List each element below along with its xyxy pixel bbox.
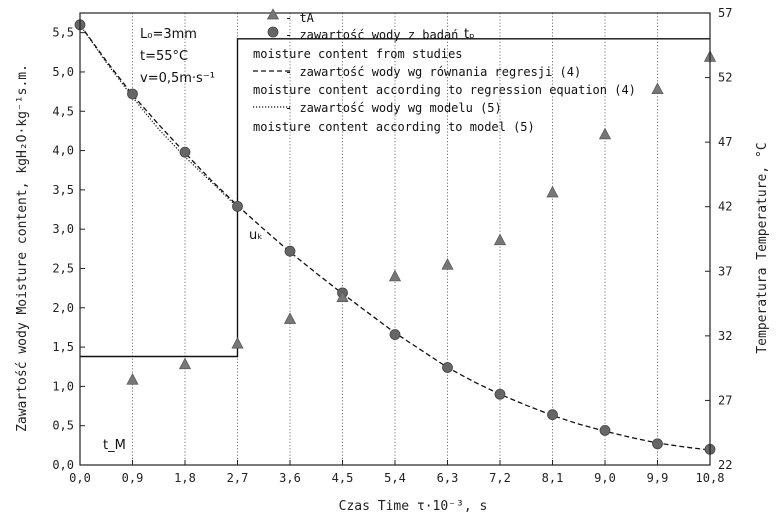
legend-label: - zawartość wody z badań xyxy=(285,28,458,42)
y-right-axis-ticks: 22 27 32 37 42 47 52 57 xyxy=(705,6,732,472)
x-tick-label: 1,8 xyxy=(174,471,196,485)
y-right-tick-label: 32 xyxy=(718,329,732,343)
y-right-tick-label: 22 xyxy=(718,458,732,472)
y-left-tick-label: 2,0 xyxy=(52,301,74,315)
y-left-tick-label: 0,0 xyxy=(52,458,74,472)
x-tick-label: 5,4 xyxy=(384,471,406,485)
y-left-axis-title: Zawartość wody Moisture content, kgH₂O·k… xyxy=(15,64,30,432)
y-left-tick-label: 2,5 xyxy=(52,261,74,275)
annotation-uk: uₖ xyxy=(249,228,263,243)
moisture-point xyxy=(652,438,663,450)
x-tick-label: 2,7 xyxy=(227,471,249,485)
y-left-axis-ticks: 0,0 0,5 1,0 1,5 2,0 2,5 3,0 3,5 4,0 4,5 5,0 5,5 xyxy=(52,26,85,472)
x-tick-label: 9,0 xyxy=(594,471,616,485)
x-tick-label: 9,9 xyxy=(647,471,669,485)
y-left-tick-label: 4,5 xyxy=(52,104,74,118)
y-left-tick-label: 0,5 xyxy=(52,419,74,433)
temperature-point xyxy=(283,312,297,324)
x-tick-label: 6,3 xyxy=(437,471,459,485)
y-left-tick-label: 3,0 xyxy=(52,222,74,236)
moisture-point xyxy=(494,388,506,400)
step-line-tp-tm xyxy=(80,38,710,358)
legend-circle-marker xyxy=(267,26,279,38)
x-axis-ticks: 0,0 0,9 1,8 2,7 3,6 4,5 5,4 6,3 7,2 8,1 9,0 9,9 10,8 xyxy=(69,460,724,485)
y-left-tick-label: 3,5 xyxy=(52,183,74,197)
y-right-tick-label: 47 xyxy=(718,135,732,149)
y-left-tick-label: 1,5 xyxy=(52,340,74,354)
legend-label: moisture content according to regression… xyxy=(253,83,636,97)
y-left-tick-label: 5,5 xyxy=(52,26,74,40)
model-curve xyxy=(79,24,238,208)
x-tick-label: 7,2 xyxy=(489,471,511,485)
x-tick-label: 3,6 xyxy=(279,471,301,485)
param-v: v=0,5m·s⁻¹ xyxy=(140,71,215,86)
x-tick-label: 4,5 xyxy=(332,471,354,485)
y-right-tick-label: 37 xyxy=(718,264,732,278)
y-right-axis-title: Temperatura Temperature, °C xyxy=(755,142,770,353)
param-t: t=55°C xyxy=(140,49,188,64)
moisture-point xyxy=(284,245,296,257)
legend-label: - zawartość wody wg modelu (5) xyxy=(285,101,502,115)
y-left-tick-label: 5,0 xyxy=(52,65,74,79)
y-left-tick-label: 1,0 xyxy=(52,379,74,393)
x-tick-label: 0,0 xyxy=(69,471,91,485)
legend-triangle-marker xyxy=(266,8,280,20)
temperature-point xyxy=(178,357,192,370)
y-left-tick-label: 4,0 xyxy=(52,144,74,158)
temperature-point xyxy=(441,258,454,270)
temperature-point xyxy=(546,185,559,198)
x-tick-label: 0,9 xyxy=(122,471,144,485)
y-right-tick-label: 42 xyxy=(718,200,732,214)
moisture-point xyxy=(599,425,611,436)
legend: - tA - zawartość wody z badań moisture con… xyxy=(253,8,636,134)
moisture-point xyxy=(442,362,453,373)
temperature-point xyxy=(651,82,664,95)
param-l0: L₀=3mm xyxy=(140,27,197,42)
moisture-point xyxy=(179,146,191,158)
annotation-tm: t_M xyxy=(103,438,126,453)
temperature-point xyxy=(388,269,402,282)
legend-label: moisture content from studies xyxy=(253,47,463,61)
annotation-tp: tₚ xyxy=(464,27,475,42)
moisture-point xyxy=(547,409,558,421)
x-tick-label: 8,1 xyxy=(542,471,564,485)
y-right-tick-label: 27 xyxy=(718,393,732,407)
temperature-point xyxy=(336,290,349,302)
temperature-point xyxy=(493,233,507,246)
temperature-point xyxy=(231,336,244,349)
legend-label: - tA xyxy=(285,11,315,25)
x-tick-label: 10,8 xyxy=(696,471,725,485)
legend-label: moisture content according to model (5) xyxy=(253,120,535,134)
temperature-point xyxy=(598,127,612,140)
moisture-point xyxy=(127,88,138,100)
markers xyxy=(74,19,717,455)
y-right-tick-label: 57 xyxy=(718,6,732,20)
legend-label: - zawartość wody wg równania regresji (4… xyxy=(285,65,581,79)
x-axis-title: Czas Time τ·10⁻³, s xyxy=(339,499,488,514)
y-right-tick-label: 52 xyxy=(718,71,732,85)
step-line xyxy=(80,38,710,358)
moisture-point xyxy=(389,329,401,340)
moisture-point xyxy=(232,200,243,212)
temperature-point xyxy=(126,373,139,385)
